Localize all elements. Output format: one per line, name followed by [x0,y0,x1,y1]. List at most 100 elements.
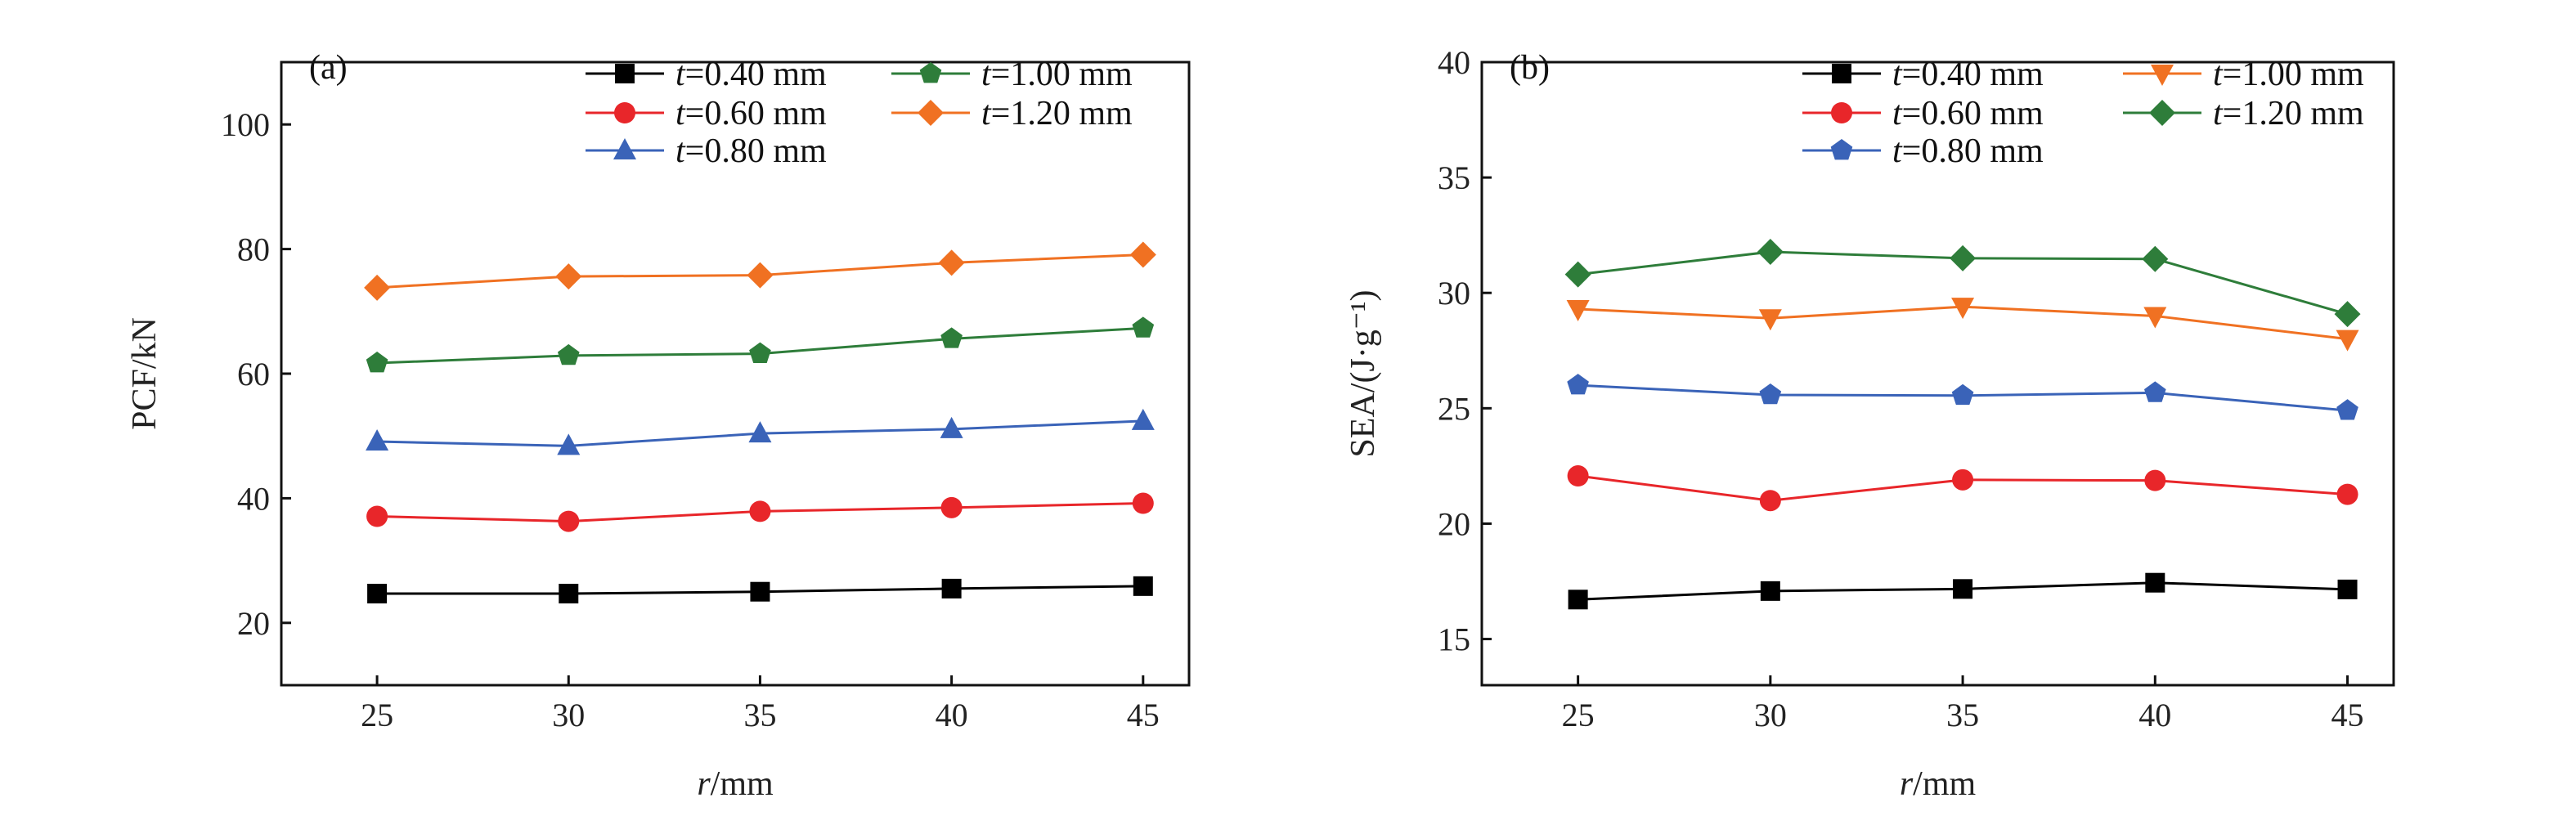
legend-label: t=0.80 mm [1892,132,2044,170]
legend-marker [918,100,944,126]
series-120 [364,241,1156,301]
legend-label-var: t [981,95,992,132]
chart-panel-b: 15 20 25 30 35 40 25 30 35 40 45 r/mm SEA/(J·g⁻¹) (b)… [1344,44,2395,803]
data-point [1133,576,1153,596]
legend-marker [1832,64,1851,83]
series-080 [1567,374,2358,420]
x-tick-label: 45 [1127,697,1160,733]
legend-entry: t=0.40 mm [586,56,827,93]
data-point [1567,374,1589,395]
legend-label: t=1.20 mm [981,95,1133,132]
x-tick-label: 30 [1754,697,1787,733]
data-point [2145,572,2165,593]
legend-label-text: =0.80 mm [1902,132,2044,170]
panel-label: (a) [309,49,348,87]
data-point [1567,465,1589,487]
legend-marker [1830,139,1853,160]
data-point [2144,469,2166,491]
data-point [2143,307,2167,329]
plot-frame [1480,61,2395,687]
data-point [2337,579,2358,599]
data-point [940,416,963,438]
data-point [750,581,770,602]
series-080 [366,408,1155,455]
data-point [1951,383,1974,406]
legend-label-var: t [981,56,992,93]
data-point [1131,408,1155,430]
legend-label-text: =1.00 mm [991,56,1133,93]
legend-label-var: t [1892,132,1903,170]
data-point [1760,581,1780,601]
data-point [2143,381,2166,402]
data-point [1759,490,1781,512]
data-point [940,327,963,348]
legend-label-text: =0.60 mm [1902,95,2044,132]
legend-marker [614,102,635,123]
data-point [559,583,579,603]
legend-label: t=0.40 mm [1892,56,2044,93]
y-tick-label: 100 [221,106,270,143]
data-point [1129,241,1156,268]
data-point [367,583,388,603]
x-axis-label-unit: /mm [1913,765,1976,803]
legend-label: t=1.00 mm [2213,56,2364,93]
legend-label: t=0.80 mm [675,132,827,170]
y-tick-label: 15 [1438,621,1470,658]
legend-entry: t=1.00 mm [891,56,1133,93]
legend-label: t=0.60 mm [675,95,827,132]
data-point [747,262,774,289]
legend-marker [1831,102,1852,123]
data-point [555,263,582,290]
x-axis-label-var: r [697,765,711,803]
y-axis-label: PCF/kN [126,317,164,430]
legend-label-var: t [675,95,686,132]
series-060 [366,492,1154,532]
legend-label-text: =0.80 mm [685,132,827,170]
data-point [1759,383,1782,405]
legend-marker [613,138,636,159]
data-point [749,500,771,522]
data-point [938,249,965,276]
data-point [1564,261,1591,288]
legend-label-text: =1.20 mm [2223,95,2364,132]
x-tick-label: 40 [936,697,968,733]
y-tick-label: 30 [1438,275,1470,312]
x-tick-label: 35 [1946,697,1979,733]
y-tick-label: 80 [237,231,270,268]
legend-marker [615,64,635,83]
legend-label: t=1.20 mm [2213,95,2364,132]
data-point [558,510,580,532]
legend-label: t=0.40 mm [675,56,827,93]
legend-label: t=1.00 mm [981,56,1133,93]
data-point [1758,309,1782,331]
y-tick-label: 35 [1438,159,1470,196]
x-tick-label: 25 [361,697,393,733]
data-point [557,343,580,365]
data-point [1952,469,1974,491]
legend-label-var: t [2213,95,2224,132]
x-axis-label: r/mm [1900,765,1977,803]
series-060 [1567,465,2358,512]
legend-entry: t=0.40 mm [1802,56,2044,93]
data-point [1566,299,1590,321]
legend-entry: t=1.00 mm [2123,56,2364,93]
legend-entry: t=0.80 mm [586,132,827,170]
data-point [2334,301,2361,328]
data-point [1953,579,1973,599]
data-point [557,433,581,455]
legend-label-text: =1.20 mm [991,95,1133,132]
legend-label-var: t [1892,56,1903,93]
data-point [2142,245,2169,272]
y-tick-label: 20 [237,605,270,642]
data-point [366,429,389,451]
x-axis-label-unit: /mm [711,765,774,803]
y-axis-label: SEA/(J·g⁻¹) [1344,289,1382,457]
data-point [940,496,963,518]
legend-entry: t=1.20 mm [891,95,1133,132]
data-point [366,505,388,527]
x-axis-label: r/mm [697,765,774,803]
data-point [2336,399,2358,420]
legend-label-text: =0.40 mm [685,56,827,93]
data-point [2336,483,2358,505]
